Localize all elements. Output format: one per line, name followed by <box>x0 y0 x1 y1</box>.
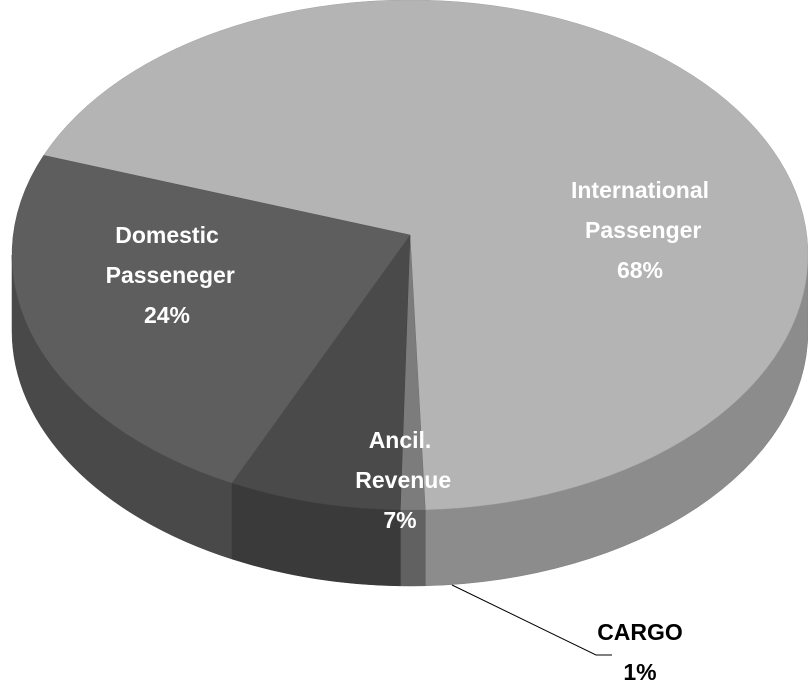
label-line: Ancil. <box>369 427 432 453</box>
value-label: 7% <box>383 507 416 533</box>
pie-slice <box>43 0 808 511</box>
pie-slice <box>11 155 411 484</box>
label-line: Passeneger <box>99 262 235 288</box>
pie-sides <box>11 254 808 587</box>
label-line: Revenue <box>349 467 451 493</box>
category-label: International Passenger <box>571 177 709 243</box>
category-label: Ancil. Revenue <box>349 427 451 493</box>
category-label: Domestic Passeneger <box>99 222 235 288</box>
label-line: Passenger <box>579 217 702 243</box>
leader-line <box>451 584 612 656</box>
value-label: 1% <box>623 659 656 685</box>
label-line: Domestic <box>115 222 219 248</box>
category-label: CARGO <box>597 619 683 645</box>
value-label: 24% <box>144 302 190 328</box>
pie-tops <box>11 0 808 511</box>
value-label: 68% <box>617 257 663 283</box>
pie-slice <box>231 234 411 511</box>
label-line: CARGO <box>597 619 683 645</box>
label-line: International <box>571 177 709 203</box>
